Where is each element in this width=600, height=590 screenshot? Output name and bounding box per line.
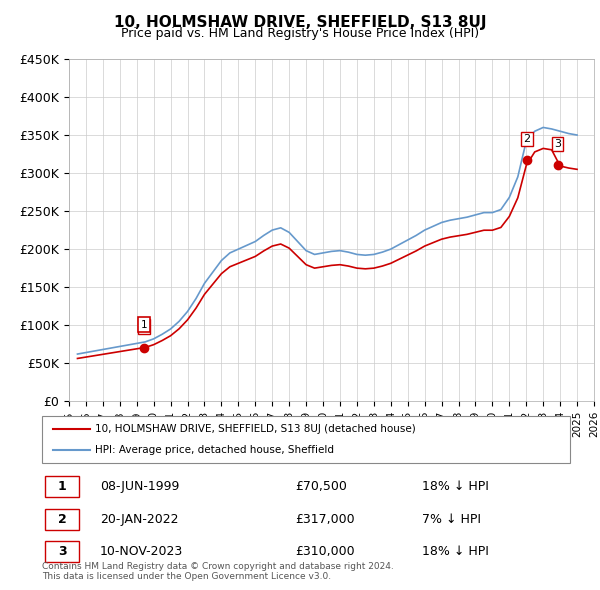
Text: 1: 1 — [58, 480, 67, 493]
Text: £70,500: £70,500 — [295, 480, 347, 493]
Text: 3: 3 — [554, 139, 561, 149]
Text: 08-JUN-1999: 08-JUN-1999 — [100, 480, 179, 493]
Text: 7% ↓ HPI: 7% ↓ HPI — [422, 513, 481, 526]
FancyBboxPatch shape — [42, 416, 570, 463]
Text: 3: 3 — [58, 545, 67, 558]
FancyBboxPatch shape — [44, 477, 79, 497]
Text: £317,000: £317,000 — [295, 513, 355, 526]
Text: £310,000: £310,000 — [295, 545, 355, 558]
Text: 10, HOLMSHAW DRIVE, SHEFFIELD, S13 8UJ: 10, HOLMSHAW DRIVE, SHEFFIELD, S13 8UJ — [114, 15, 486, 30]
Text: Price paid vs. HM Land Registry's House Price Index (HPI): Price paid vs. HM Land Registry's House … — [121, 27, 479, 40]
Text: HPI: Average price, detached house, Sheffield: HPI: Average price, detached house, Shef… — [95, 445, 334, 455]
FancyBboxPatch shape — [44, 542, 79, 562]
Text: 1: 1 — [140, 322, 148, 332]
Text: 10-NOV-2023: 10-NOV-2023 — [100, 545, 184, 558]
Text: 2: 2 — [58, 513, 67, 526]
Text: 10, HOLMSHAW DRIVE, SHEFFIELD, S13 8UJ (detached house): 10, HOLMSHAW DRIVE, SHEFFIELD, S13 8UJ (… — [95, 424, 416, 434]
Text: 20-JAN-2022: 20-JAN-2022 — [100, 513, 179, 526]
Text: Contains HM Land Registry data © Crown copyright and database right 2024.
This d: Contains HM Land Registry data © Crown c… — [42, 562, 394, 581]
Text: 18% ↓ HPI: 18% ↓ HPI — [422, 480, 489, 493]
Text: 18% ↓ HPI: 18% ↓ HPI — [422, 545, 489, 558]
FancyBboxPatch shape — [44, 509, 79, 530]
Text: 2: 2 — [524, 134, 530, 144]
Text: 1: 1 — [141, 320, 148, 330]
